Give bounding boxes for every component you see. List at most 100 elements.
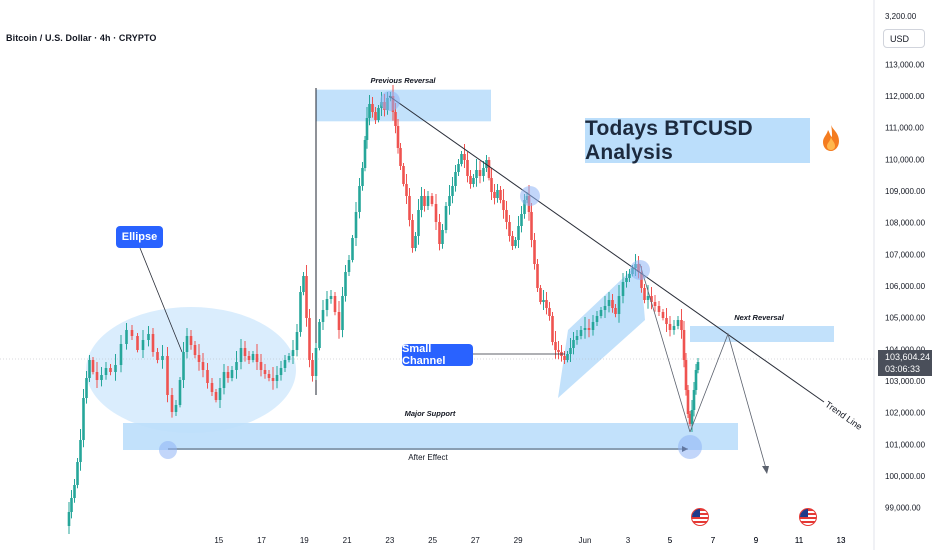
trend-line-label: Trend Line — [823, 399, 864, 432]
candle-body — [591, 322, 595, 330]
candle-body — [408, 196, 411, 220]
candle-body — [469, 176, 472, 184]
candle-body — [682, 330, 686, 360]
candle-body — [405, 184, 408, 196]
candle-body — [694, 370, 698, 390]
x-tick-label: Jun — [579, 536, 592, 545]
candle-body — [657, 306, 661, 312]
candle-body — [95, 372, 99, 380]
y-tick-label: 101,000.00 — [885, 440, 926, 449]
candle-body — [100, 375, 103, 380]
candle-body — [243, 348, 247, 356]
candle-body — [628, 274, 631, 278]
candle-body — [505, 210, 508, 222]
x-tick-label: 11 — [795, 536, 804, 545]
candle-body — [333, 296, 337, 312]
current-price: 103,604.24 — [885, 352, 931, 362]
x-tick-label: 27 — [471, 536, 480, 545]
candle-body — [430, 196, 434, 204]
candle-body — [222, 372, 226, 388]
candle-body — [414, 236, 417, 248]
candle-body — [599, 310, 603, 316]
us-flag-icon[interactable] — [799, 508, 817, 526]
x-tick-label: 11 — [795, 536, 804, 545]
candle-body — [643, 288, 646, 300]
candle-body — [490, 178, 493, 192]
candle-body — [676, 320, 680, 326]
candle-body — [305, 276, 308, 318]
candle-body — [545, 300, 548, 308]
candle-body — [417, 210, 420, 236]
candle-body — [325, 299, 329, 310]
candle-body — [472, 178, 475, 184]
candle-body — [454, 172, 457, 186]
us-flag-icon[interactable] — [691, 508, 709, 526]
symbol-title: Bitcoin / U.S. Dollar · 4h · CRYPTO — [6, 33, 157, 43]
candle-body — [457, 164, 460, 172]
x-tick-label: 3 — [626, 536, 631, 545]
candle-body — [448, 196, 451, 206]
candle-body — [70, 498, 73, 512]
candle-body — [680, 320, 683, 330]
candle-body — [347, 260, 351, 272]
y-tick-label: 112,000.00 — [885, 92, 925, 101]
candle-body — [478, 170, 482, 176]
x-tick-label: 17 — [257, 536, 266, 545]
candle-body — [434, 204, 438, 222]
y-tick-label: 3,200.00 — [885, 12, 917, 21]
candle-body — [665, 318, 668, 324]
candle-body — [329, 296, 333, 299]
candle-body — [166, 356, 169, 395]
candle-body — [206, 370, 209, 383]
current-price-tag: 103,604.24 03:06:33 — [878, 350, 932, 376]
candle-body — [566, 354, 569, 360]
x-tick-label: 13 — [837, 536, 846, 545]
candle-body — [411, 220, 414, 248]
y-tick-label: 103,000.00 — [885, 377, 926, 386]
candle-body — [358, 186, 361, 212]
candle-body — [614, 308, 617, 314]
candle-body — [551, 316, 554, 342]
fire-icon — [823, 125, 839, 151]
candle-body — [579, 330, 583, 336]
y-tick-label: 104,000.00 — [885, 345, 926, 354]
candle-body — [214, 392, 218, 400]
candle-body — [251, 354, 255, 360]
after-effect-label: After Effect — [408, 453, 448, 462]
candle-body — [587, 328, 591, 330]
candle-body — [536, 264, 539, 288]
candle-body — [73, 485, 76, 498]
small-channel-zone — [558, 262, 645, 398]
candle-body — [493, 192, 496, 198]
candle-body — [603, 306, 607, 310]
currency-selector[interactable]: USD — [883, 29, 925, 48]
major-support-zone — [123, 423, 738, 450]
candle-body — [341, 296, 344, 330]
next-reversal-label: Next Reversal — [734, 313, 785, 322]
candle-body — [374, 112, 377, 120]
candle-body — [255, 354, 259, 362]
x-tick-label: 29 — [514, 536, 523, 545]
candle-body — [650, 296, 653, 302]
candle-body — [351, 238, 354, 260]
pivot-highlight-circle — [159, 441, 177, 459]
candle-body — [514, 240, 517, 246]
x-tick-label: 23 — [385, 536, 394, 545]
projection-path — [689, 332, 768, 473]
candle-body — [354, 212, 358, 238]
candle-body — [235, 362, 238, 370]
x-tick-label: 7 — [711, 536, 716, 545]
candle-body — [463, 154, 466, 160]
candle-body — [161, 356, 164, 360]
candle-body — [696, 362, 700, 370]
candle-body — [174, 405, 178, 412]
candle-body — [344, 272, 347, 296]
previous-reversal-zone — [316, 89, 491, 122]
candle-body — [119, 344, 123, 365]
candle-body — [371, 104, 374, 112]
analysis-title: Todays BTCUSD Analysis — [585, 117, 810, 164]
x-tick-label: 5 — [668, 536, 673, 545]
candle-body — [189, 336, 193, 345]
candle-body — [444, 206, 448, 230]
